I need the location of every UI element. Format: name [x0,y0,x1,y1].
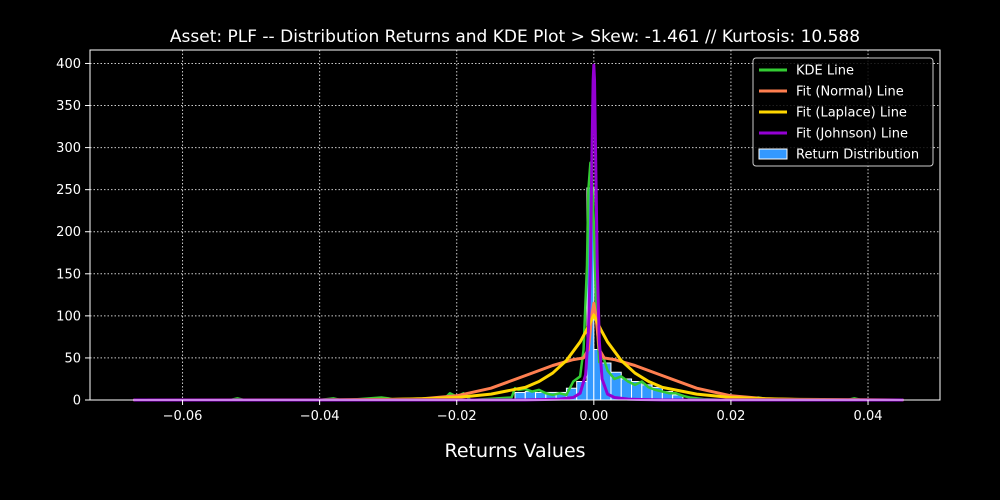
x-tick-label: −0.06 [163,409,203,424]
legend-label: Fit (Normal) Line [796,85,904,100]
x-tick-label: 0.04 [854,409,883,424]
x-tick-label: 0.00 [579,409,608,424]
y-tick-label: 250 [56,183,81,198]
y-tick-label: 200 [56,225,81,240]
legend-swatch [758,148,788,160]
series-lines [133,63,904,402]
y-tick-label: 350 [56,99,81,114]
chart-title: Asset: PLF -- Distribution Returns and K… [170,27,860,47]
x-axis-label: Returns Values [444,440,585,462]
y-tick-label: 300 [56,141,81,156]
legend: KDE Line Fit (Normal) Line Fit (Laplace) L… [752,57,934,167]
y-tick-label: 100 [56,309,81,324]
legend-label: Fit (Johnson) Line [796,127,908,142]
y-tick-label: 400 [56,57,81,72]
series-line [133,63,904,402]
legend-label: KDE Line [796,64,854,79]
legend-box [752,57,934,167]
y-tick-label: 150 [56,267,81,282]
x-tick-label: −0.02 [437,409,477,424]
legend-label: Return Distribution [796,148,919,163]
y-tick-label: 0 [73,394,81,409]
x-tick-label: −0.04 [300,409,340,424]
y-tick-label: 50 [64,351,81,366]
plot-frame [89,49,941,401]
axes: −0.06 −0.04 −0.02 0.00 0.02 0.04 0 50 100 150 200 2… [56,57,882,424]
series-line [133,313,904,402]
x-tick-label: 0.02 [716,409,745,424]
legend-label: Fit (Laplace) Line [796,106,907,121]
